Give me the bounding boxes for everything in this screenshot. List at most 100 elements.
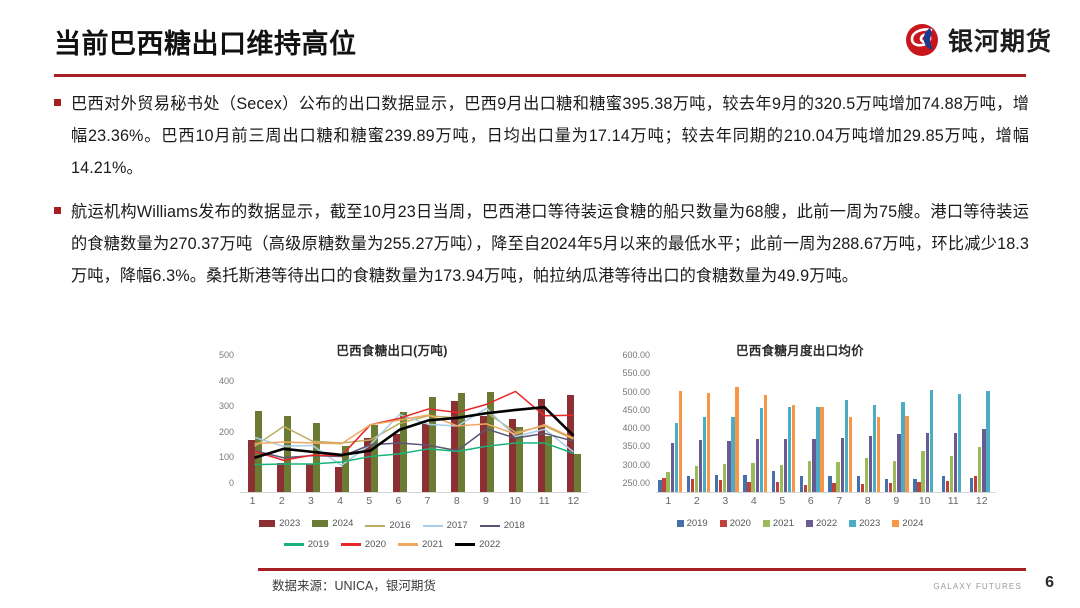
charts-container: 巴西食糖出口(万吨) 0 100 200 300 400 500 1 2 3 4 5 6 7 8 9 10 1… <box>0 336 1080 568</box>
bar-2019 <box>743 474 747 492</box>
x-tick-label: 3 <box>307 495 314 507</box>
x-tick-label: 5 <box>779 495 786 507</box>
bar-group <box>414 365 443 492</box>
legend-item-2022[interactable]: 2022 <box>806 516 837 532</box>
bar-2024 <box>370 425 378 492</box>
legend-label: 2023 <box>279 517 301 529</box>
bar-group <box>968 365 996 492</box>
legend-item-2020[interactable]: 2020 <box>340 537 386 553</box>
bar-2020 <box>917 482 921 492</box>
x-tick-label: 10 <box>918 495 931 507</box>
bar-2024 <box>820 407 824 492</box>
x-tick-label: 1 <box>249 495 256 507</box>
chart-title: 巴西食糖出口(万吨) <box>336 344 448 358</box>
bar-2024 <box>515 427 523 492</box>
brand-lockup: 银河期货 <box>905 22 1052 58</box>
bar-2024 <box>486 392 494 492</box>
legend-swatch-icon <box>892 520 900 527</box>
legend-swatch-icon <box>455 543 476 546</box>
bar-2021 <box>921 451 925 492</box>
bar-2021 <box>949 455 954 492</box>
bar-2020 <box>860 484 865 492</box>
bar-2022 <box>698 440 703 492</box>
legend-item-2017[interactable]: 2017 <box>422 518 468 534</box>
bar-2023 <box>363 438 371 492</box>
legend-swatch-icon <box>719 520 727 527</box>
footer-brand-en: GALAXY FUTURES <box>933 582 1022 591</box>
bar-group <box>656 365 684 492</box>
plot-area <box>240 365 588 493</box>
y-tick-label: 200 <box>218 426 234 437</box>
legend-item-2022[interactable]: 2022 <box>455 537 500 553</box>
legend-item-2024[interactable]: 2024 <box>892 516 923 532</box>
bar-2024 <box>283 416 291 492</box>
bar-2020 <box>804 484 808 492</box>
bar-2023 <box>305 463 313 492</box>
legend-item-2023[interactable]: 2023 <box>849 516 880 532</box>
y-tick-label: 400 <box>218 375 234 386</box>
bar-group <box>269 365 298 492</box>
legend-item-2021[interactable]: 2021 <box>762 516 794 532</box>
bar-2022 <box>868 435 873 492</box>
bar-2023 <box>901 402 905 492</box>
bar-2023 <box>421 423 429 492</box>
bar-2023 <box>392 433 400 492</box>
plot-area <box>656 365 996 493</box>
x-tick-label: 1 <box>665 495 672 507</box>
legend-item-2016[interactable]: 2016 <box>365 518 411 534</box>
y-tick-label: 250.00 <box>622 478 650 488</box>
y-tick-label: 300 <box>218 401 234 412</box>
y-tick-label: 0 <box>228 478 234 488</box>
legend-label: 2021 <box>772 517 794 529</box>
legend-swatch-icon <box>365 524 386 527</box>
bar-2024 <box>876 417 881 492</box>
x-tick-label: 10 <box>509 495 521 507</box>
bar-2022 <box>925 433 929 492</box>
y-tick-label: 100 <box>218 452 234 463</box>
bar-2023 <box>844 399 848 492</box>
legend-label: 2024 <box>332 517 354 529</box>
bar-2023 <box>566 394 574 492</box>
y-tick-label: 400.00 <box>622 423 650 434</box>
x-axis: 1 2 3 4 5 6 7 8 9 10 11 12 <box>238 493 588 511</box>
plot-wrapper: 0 100 200 300 400 500 <box>194 350 592 493</box>
x-tick-label: 6 <box>807 495 814 507</box>
x-tick-label: 2 <box>278 495 285 507</box>
bar-2021 <box>694 465 699 492</box>
bar-2023 <box>537 399 545 492</box>
bullet-paragraph-1: 巴西对外贸易秘书处（Secex）公布的出口数据显示，巴西9月出口糖和糖蜜395.… <box>71 95 1029 177</box>
legend-swatch-icon <box>806 520 813 527</box>
bar-2021 <box>864 458 869 492</box>
legend-swatch-icon <box>422 524 443 527</box>
legend-item-2019[interactable]: 2019 <box>283 537 329 553</box>
bar-2024 <box>544 436 552 492</box>
y-tick-label: 450.00 <box>622 404 650 415</box>
x-tick-label: 2 <box>693 495 700 507</box>
legend-item-2018[interactable]: 2018 <box>479 518 525 534</box>
legend-item-2020[interactable]: 2020 <box>719 516 751 532</box>
y-tick-label: 350.00 <box>622 441 650 452</box>
bar-2024 <box>905 416 909 492</box>
legend-swatch-icon <box>312 520 329 527</box>
x-tick-label: 8 <box>453 495 460 507</box>
bar-2023 <box>334 467 342 492</box>
bar-group <box>939 365 967 492</box>
x-tick-label: 9 <box>482 495 489 507</box>
legend-item-2021[interactable]: 2021 <box>398 537 443 553</box>
bar-2019 <box>714 474 719 492</box>
bar-2019 <box>969 477 974 492</box>
bar-group <box>826 365 854 492</box>
legend-item-2019[interactable]: 2019 <box>676 516 708 532</box>
bar-2022 <box>812 439 816 492</box>
bar-2024 <box>312 423 320 492</box>
bar-2023 <box>450 401 458 492</box>
page-title: 当前巴西糖出口维持高位 <box>54 29 357 59</box>
bar-group <box>883 365 911 492</box>
bar-2023 <box>872 404 877 492</box>
x-tick-label: 9 <box>893 495 900 507</box>
x-tick-label: 11 <box>538 495 550 507</box>
legend-item-2024[interactable]: 2024 <box>312 516 353 532</box>
bullet-list: 巴西对外贸易秘书处（Secex）公布的出口数据显示，巴西9月出口糖和糖蜜395.… <box>54 88 1029 304</box>
legend-item-2023[interactable]: 2023 <box>259 516 300 532</box>
legend-label: 2019 <box>307 538 329 550</box>
